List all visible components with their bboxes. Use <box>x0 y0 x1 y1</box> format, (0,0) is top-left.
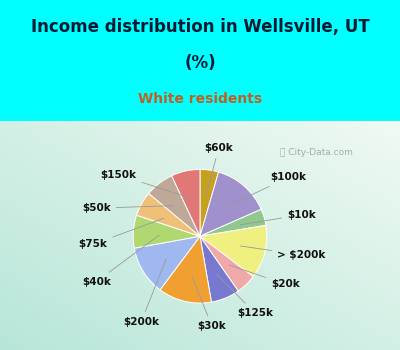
Wedge shape <box>172 169 200 236</box>
Text: $20k: $20k <box>230 265 300 289</box>
Text: $30k: $30k <box>192 276 226 331</box>
Text: Income distribution in Wellsville, UT: Income distribution in Wellsville, UT <box>31 18 369 36</box>
Text: $75k: $75k <box>79 218 164 249</box>
Wedge shape <box>149 176 200 236</box>
Text: (%): (%) <box>184 54 216 72</box>
Wedge shape <box>160 236 212 303</box>
Wedge shape <box>200 169 218 236</box>
Wedge shape <box>133 215 200 248</box>
Text: $125k: $125k <box>217 274 273 318</box>
Wedge shape <box>200 172 261 236</box>
Wedge shape <box>136 194 200 236</box>
Text: ⓘ City-Data.com: ⓘ City-Data.com <box>280 148 353 157</box>
Text: $200k: $200k <box>123 259 166 327</box>
Text: $100k: $100k <box>228 173 306 206</box>
Text: > $200k: > $200k <box>240 246 326 260</box>
Text: $40k: $40k <box>82 235 159 287</box>
Wedge shape <box>134 236 200 290</box>
Text: White residents: White residents <box>138 92 262 106</box>
Wedge shape <box>200 236 238 302</box>
Wedge shape <box>200 225 267 276</box>
Text: $50k: $50k <box>82 203 174 213</box>
Text: $10k: $10k <box>240 210 316 225</box>
Text: $150k: $150k <box>100 170 189 197</box>
Text: $60k: $60k <box>204 143 233 195</box>
Wedge shape <box>200 209 266 236</box>
Wedge shape <box>200 236 253 291</box>
